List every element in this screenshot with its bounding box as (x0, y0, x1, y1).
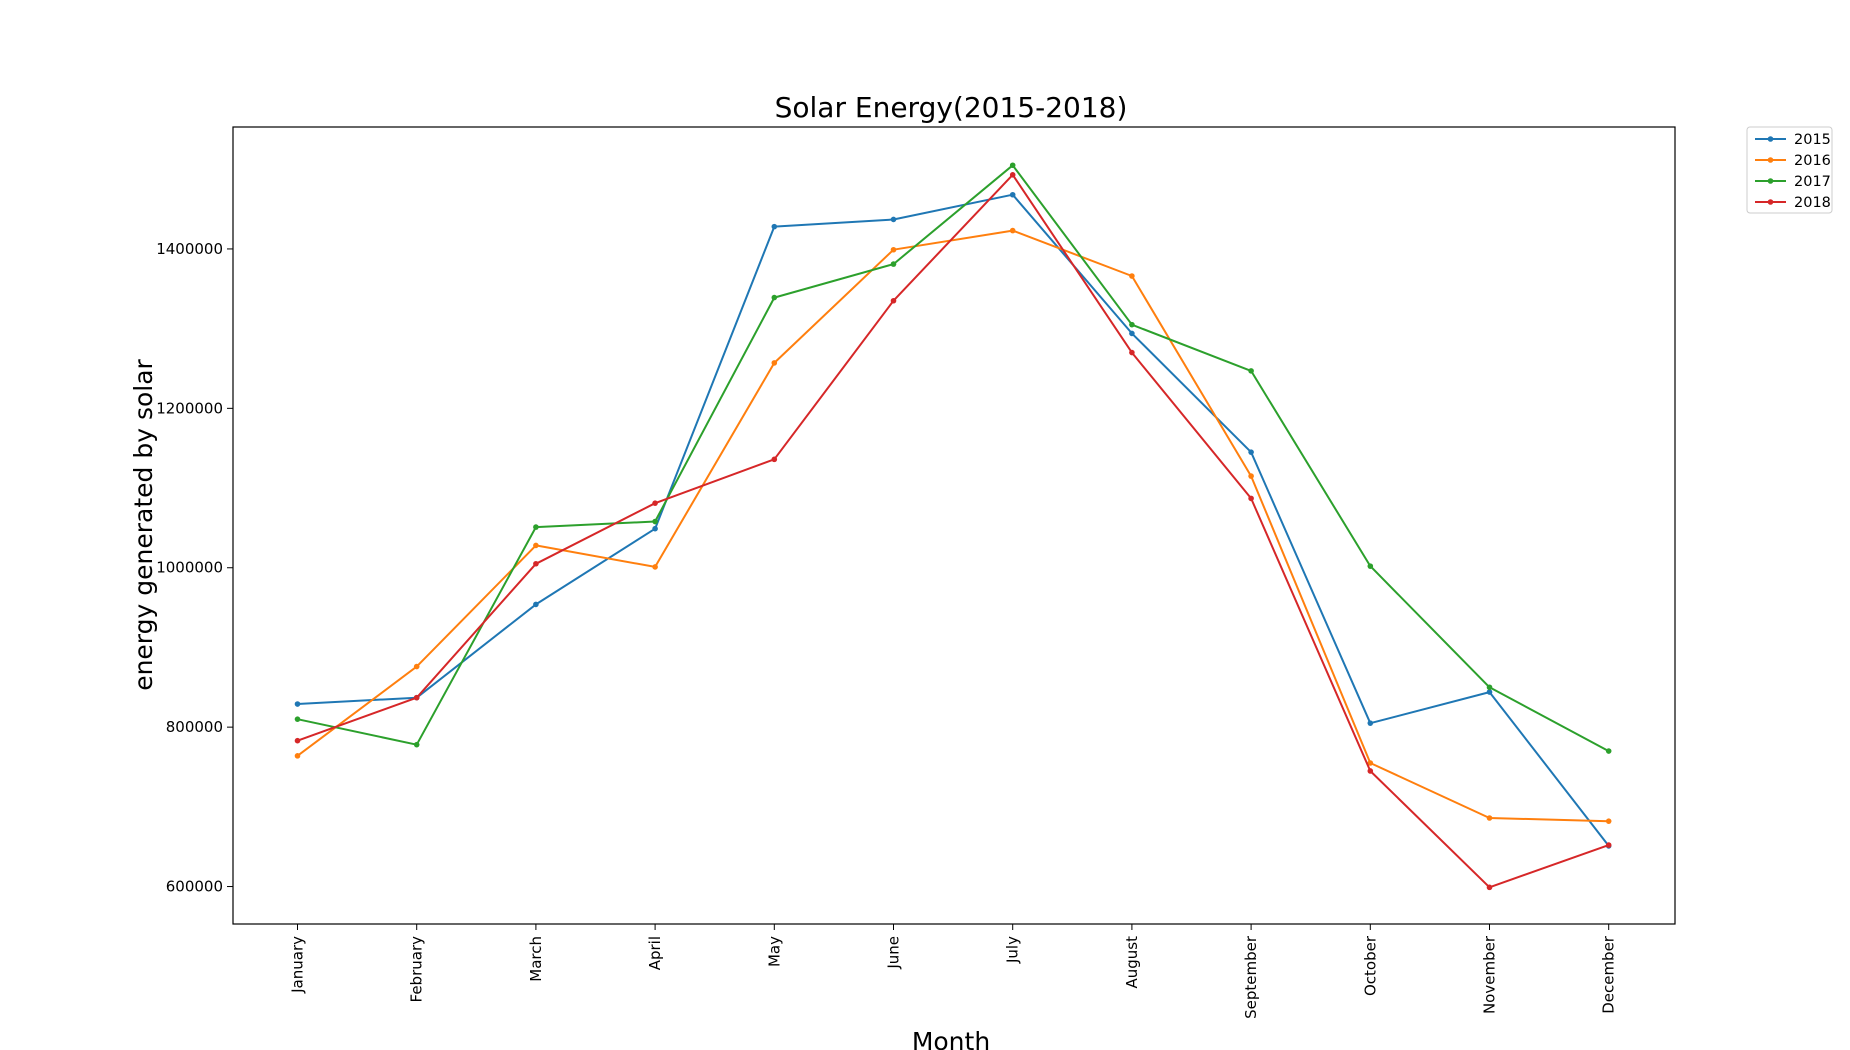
legend-label: 2016 (1794, 153, 1831, 169)
data-point (1129, 321, 1135, 328)
data-point (1486, 689, 1493, 695)
legend-marker (1767, 199, 1774, 205)
data-point (1009, 162, 1016, 169)
data-point (533, 524, 539, 530)
chart-title: Solar Energy(2015-2018) (775, 91, 1128, 124)
data-point (413, 694, 420, 701)
x-axis: January February March April May June July Augu… (289, 924, 1618, 1019)
series-2015 (294, 191, 1612, 849)
x-tick-label: March (527, 936, 545, 982)
y-tick-label: 600000 (166, 878, 223, 896)
legend-label: 2018 (1794, 195, 1831, 211)
data-point (533, 560, 539, 567)
data-point (1605, 748, 1612, 754)
y-tick-label: 800000 (166, 718, 223, 736)
data-point (652, 518, 658, 525)
data-point (294, 716, 301, 722)
data-point (890, 216, 897, 223)
data-point (533, 601, 539, 608)
data-point (294, 753, 301, 759)
y-axis-label: energy generated by solar (129, 358, 158, 690)
legend-label: 2017 (1794, 174, 1831, 190)
y-tick-label: 1200000 (156, 399, 223, 417)
data-point (1248, 473, 1254, 479)
data-point (1367, 720, 1374, 726)
data-point (1367, 768, 1374, 774)
y-axis: 600000 800000 1000000 1200000 1400000 (156, 240, 233, 896)
x-tick-label: August (1123, 936, 1141, 989)
data-point (294, 737, 301, 744)
data-point (771, 360, 778, 366)
data-point (1129, 330, 1135, 337)
data-point (652, 525, 658, 532)
data-point (533, 542, 539, 549)
series-2016 (294, 227, 1612, 824)
data-point (890, 246, 897, 253)
data-point (413, 741, 420, 748)
data-point (413, 663, 420, 670)
data-point (1009, 191, 1016, 198)
data-point (652, 500, 658, 506)
data-point (1486, 684, 1493, 691)
series-line-2017 (297, 164, 1610, 752)
data-point (1605, 842, 1612, 848)
x-tick-label: September (1242, 935, 1260, 1019)
legend-marker (1767, 136, 1774, 142)
series-2017 (294, 162, 1612, 754)
legend-label: 2015 (1794, 132, 1831, 148)
data-point (1486, 884, 1493, 891)
legend-marker (1767, 157, 1774, 163)
data-point (1129, 273, 1135, 279)
y-tick-label: 1000000 (156, 559, 223, 577)
data-point (1129, 349, 1135, 356)
plot-area (232, 126, 1676, 925)
data-point (294, 701, 301, 707)
x-tick-label: November (1481, 935, 1499, 1014)
data-point (652, 564, 658, 570)
data-point (890, 297, 897, 304)
x-tick-label: July (1004, 936, 1022, 964)
data-point (1009, 172, 1016, 178)
series-line-2016 (296, 229, 1609, 823)
legend-frame (1746, 126, 1833, 214)
x-tick-label: October (1361, 935, 1379, 996)
data-point (890, 261, 897, 267)
series-line-2015 (297, 193, 1610, 847)
x-tick-label: February (408, 936, 426, 1003)
data-point (771, 294, 778, 301)
data-point (771, 223, 778, 230)
y-tick-label: 1400000 (156, 240, 223, 258)
data-point (1009, 227, 1016, 234)
data-point (1486, 815, 1493, 821)
x-tick-label: May (765, 936, 783, 967)
x-tick-label: January (289, 936, 307, 994)
data-point (1248, 449, 1254, 455)
data-point (1605, 818, 1612, 824)
x-tick-label: June (885, 936, 903, 970)
legend-marker (1767, 178, 1774, 184)
series-layer (294, 162, 1612, 891)
series-2018 (294, 172, 1612, 891)
x-tick-label: April (646, 936, 664, 970)
data-point (1367, 760, 1374, 766)
data-point (771, 456, 778, 463)
data-point (1248, 368, 1254, 374)
x-axis-label: Month (912, 1027, 990, 1050)
x-tick-label: December (1600, 935, 1618, 1014)
data-point (1367, 563, 1374, 569)
legend: 2015 2016 2017 2018 (1746, 126, 1833, 214)
series-line-2018 (297, 173, 1610, 889)
data-point (1248, 495, 1254, 502)
